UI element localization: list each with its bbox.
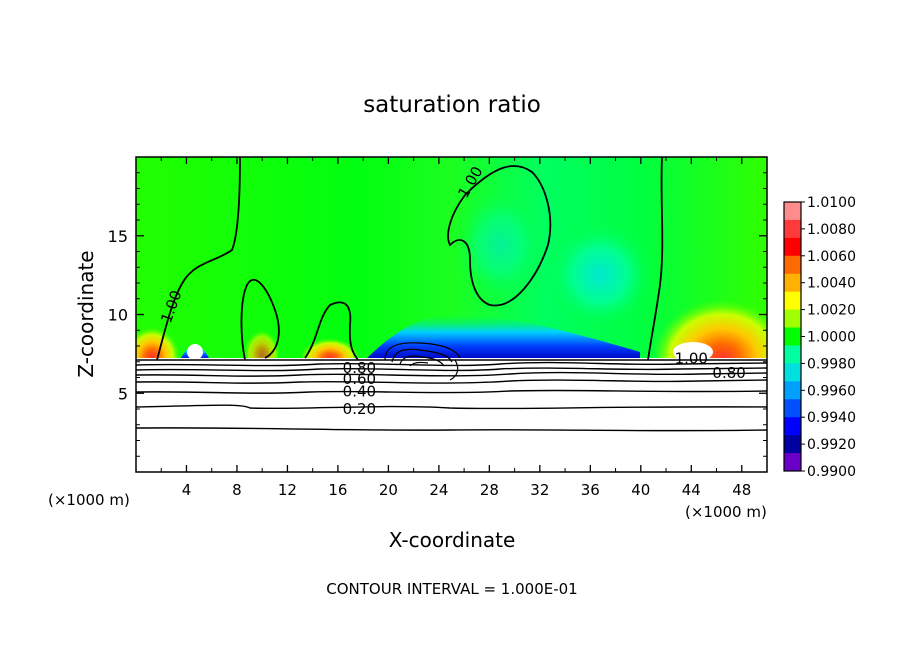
contour-line-1.00: [647, 157, 664, 361]
x-unit-label-right: (×1000 m): [685, 503, 767, 521]
x-tick-label: 48: [732, 481, 751, 499]
contour-label: 0.40: [343, 383, 376, 401]
field-cyan-patch: [545, 220, 655, 330]
x-tick-label: 8: [232, 481, 242, 499]
contour-cluster: [384, 342, 461, 381]
colorbar-swatch: [784, 202, 801, 221]
colorbar-label: 0.9980: [807, 356, 856, 372]
field-white-bump: [673, 342, 713, 362]
colorbar-label: 0.9900: [807, 464, 856, 480]
x-tick-label: 32: [530, 481, 549, 499]
y-tick-label: 5: [118, 384, 128, 403]
colorbar-swatch: [784, 309, 801, 329]
contour-line-layer: [136, 427, 767, 432]
colorbar-label: 0.9960: [807, 383, 856, 399]
y-axis-label: Z-coordinate: [74, 250, 98, 377]
colorbar-swatch: [784, 291, 801, 311]
contour-line-1.00: [240, 278, 280, 361]
colorbar: 1.0100 1.0080 1.0060 1.0040 1.0020 1.0000 0.99…: [783, 195, 856, 480]
colorbar-label: 1.0040: [807, 276, 856, 292]
field-warm-zone: [244, 320, 280, 370]
x-tick-label: 24: [429, 481, 448, 499]
contour-line-layer: [136, 361, 767, 367]
x-tick-label: 4: [182, 481, 192, 499]
colorbar-swatch: [784, 273, 801, 293]
contour-line-layer: [136, 379, 767, 384]
field-cyan-patch: [455, 190, 545, 300]
plot-area: [136, 157, 767, 472]
colorbar-swatch: [784, 381, 801, 400]
colorbar-swatch: [784, 399, 801, 418]
colorbar-swatch: [784, 327, 801, 346]
y-tick-label: 15: [108, 227, 128, 246]
contour-line-layer: [136, 404, 767, 410]
y-axis: 5 10 15: [108, 172, 767, 457]
field-blue-band: [365, 313, 640, 360]
x-axis-label: X-coordinate: [389, 528, 516, 552]
x-axis: 4 8 12 16 20 24 28 32 36 40 44 48: [160, 157, 751, 499]
colorbar-swatch: [784, 435, 801, 454]
x-tick-label: 44: [682, 481, 701, 499]
contour-line-layer: [136, 371, 767, 377]
x-tick-label: 20: [379, 481, 398, 499]
field-white-layer: [136, 358, 767, 472]
colorbar-swatch: [784, 453, 801, 472]
colorbar-swatch: [784, 417, 801, 436]
x-tick-label: 12: [278, 481, 297, 499]
contour-line-layer: [136, 367, 767, 372]
y-tick-label: 10: [108, 306, 128, 325]
contour-label: 0.80: [343, 359, 376, 377]
contour-line-1.00: [304, 301, 359, 361]
colorbar-label: 1.0100: [807, 195, 856, 211]
x-tick-label: 40: [631, 481, 650, 499]
x-unit-label-left: (×1000 m): [48, 491, 130, 509]
colorbar-label: 0.9920: [807, 437, 856, 453]
x-tick-label: 16: [328, 481, 347, 499]
contour-line-layer: [136, 389, 767, 394]
contour-label: 0.80: [712, 364, 745, 382]
contour-label: 0.20: [343, 400, 376, 418]
colorbar-label: 0.9940: [807, 410, 856, 426]
colorbar-label: 1.0080: [807, 222, 856, 238]
colorbar-swatch: [784, 237, 801, 257]
contour-line-1.00: [447, 165, 552, 307]
x-tick-label: 28: [480, 481, 499, 499]
contour-interval-note: CONTOUR INTERVAL = 1.000E-01: [326, 580, 577, 598]
colorbar-label: 1.0000: [807, 330, 856, 346]
contour-label: 0.60: [343, 370, 376, 388]
contour-line-1.00: [156, 157, 241, 361]
colorbar-swatch: [784, 255, 801, 275]
colorbar-label: 1.0060: [807, 249, 856, 265]
contour-label: 1.00: [675, 350, 708, 368]
colorbar-swatch: [784, 219, 801, 239]
colorbar-swatch: [784, 345, 801, 364]
colorbar-swatch: [784, 363, 801, 382]
chart-title: saturation ratio: [363, 92, 541, 118]
x-tick-label: 36: [581, 481, 600, 499]
field-white-bump: [187, 344, 203, 360]
colorbar-label: 1.0020: [807, 303, 856, 319]
